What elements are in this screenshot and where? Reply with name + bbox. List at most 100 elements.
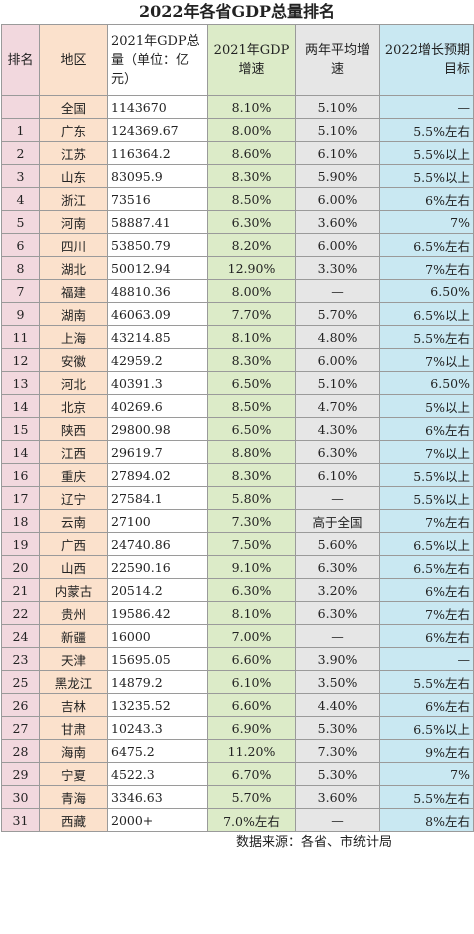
growth-cell: 7.00%	[207, 624, 296, 648]
region-cell: 安徽	[39, 348, 108, 372]
target-cell: 5.5%以上	[379, 141, 474, 165]
table-row: 6 四川 53850.79 8.20% 6.00% 6.5%左右	[1, 233, 474, 257]
growth-cell: 8.50%	[207, 187, 296, 211]
gdp-cell: 46063.09	[107, 302, 208, 326]
region-cell: 上海	[39, 325, 108, 349]
average-growth-cell: 高于全国	[295, 509, 380, 533]
growth-cell: 8.60%	[207, 141, 296, 165]
gdp-cell: 2000+	[107, 808, 208, 832]
gdp-cell: 40269.6	[107, 394, 208, 418]
target-cell: 6%左右	[379, 624, 474, 648]
target-cell: 5.5%以上	[379, 486, 474, 510]
gdp-cell: 4522.3	[107, 762, 208, 786]
rank-cell: 19	[1, 532, 40, 556]
growth-cell: 8.10%	[207, 325, 296, 349]
table-row: 20 山西 22590.16 9.10% 6.30% 6.5%左右	[1, 555, 474, 579]
gdp-cell: 73516	[107, 187, 208, 211]
gdp-cell: 83095.9	[107, 164, 208, 188]
growth-cell: 6.50%	[207, 371, 296, 395]
table-row: 23 天津 15695.05 6.60% 3.90% —	[1, 647, 474, 671]
region-cell: 黑龙江	[39, 670, 108, 694]
growth-cell: 6.50%	[207, 417, 296, 441]
rank-cell: 16	[1, 463, 40, 487]
average-growth-cell: 5.90%	[295, 164, 380, 188]
table-row: 31 西藏 2000+ 7.0%左右 —8%左右	[1, 808, 474, 832]
rank-cell: 21	[1, 578, 40, 602]
table-row: 1 广东 124369.67 8.00% 5.10% 5.5%左右	[1, 118, 474, 142]
region-cell: 湖北	[39, 256, 108, 280]
rank-cell: 24	[1, 624, 40, 648]
growth-cell: 12.90%	[207, 256, 296, 280]
gdp-cell: 13235.52	[107, 693, 208, 717]
region-cell: 北京	[39, 394, 108, 418]
growth-cell: 11.20%	[207, 739, 296, 763]
table-row: 16 重庆 27894.02 8.30% 6.10% 5.5%以上	[1, 463, 474, 487]
gdp-cell: 22590.16	[107, 555, 208, 579]
average-growth-cell: —	[295, 486, 380, 510]
rank-cell: 4	[1, 187, 40, 211]
region-cell: 重庆	[39, 463, 108, 487]
gdp-cell: 6475.2	[107, 739, 208, 763]
table-row: 18 云南 27100 7.30% 高于全国 7%左右	[1, 509, 474, 533]
growth-cell: 8.00%	[207, 118, 296, 142]
rank-cell: 2	[1, 141, 40, 165]
gdp-cell: 29800.98	[107, 417, 208, 441]
target-cell: 7%以上	[379, 440, 474, 464]
table-row: 12 安徽 42959.2 8.30% 6.00% 7%以上	[1, 348, 474, 372]
growth-cell: 8.30%	[207, 164, 296, 188]
target-cell: 6.5%以上	[379, 302, 474, 326]
target-cell: 6.5%左右	[379, 233, 474, 257]
average-growth-cell: 5.10%	[295, 118, 380, 142]
data-source-note: 数据来源：各省、市统计局	[235, 835, 392, 850]
table-row: 9 湖南 46063.09 7.70% 5.70% 6.5%以上	[1, 302, 474, 326]
gdp-cell: 124369.67	[107, 118, 208, 142]
header-two-year-average: 两年平均增速	[295, 24, 380, 96]
region-cell: 江苏	[39, 141, 108, 165]
rank-cell: 9	[1, 302, 40, 326]
gdp-cell: 42959.2	[107, 348, 208, 372]
growth-cell: 7.70%	[207, 302, 296, 326]
region-cell: 西藏	[39, 808, 108, 832]
region-cell: 辽宁	[39, 486, 108, 510]
header-growth-2021: 2021年GDP增速	[207, 24, 296, 96]
table-row: 13 河北 40391.3 6.50% 5.10% 6.50%	[1, 371, 474, 395]
average-growth-cell: 3.60%	[295, 210, 380, 234]
average-growth-cell: 5.30%	[295, 716, 380, 740]
target-cell: 6%左右	[379, 578, 474, 602]
table-row: 8 湖北 50012.94 12.90% 3.30% 7%左右	[1, 256, 474, 280]
growth-cell: 5.70%	[207, 785, 296, 809]
rank-cell: 11	[1, 325, 40, 349]
region-cell: 广东	[39, 118, 108, 142]
target-cell: 6.5%以上	[379, 532, 474, 556]
average-growth-cell: 5.10%	[295, 371, 380, 395]
gdp-cell: 27894.02	[107, 463, 208, 487]
target-cell: 6.5%以上	[379, 716, 474, 740]
target-cell: 6.50%	[379, 371, 474, 395]
growth-cell: 6.60%	[207, 647, 296, 671]
average-growth-cell: 7.30%	[295, 739, 380, 763]
growth-cell: 8.00%	[207, 279, 296, 303]
target-cell: 6.50%	[379, 279, 474, 303]
table-row: 28 海南 6475.2 11.20% 7.30% 9%左右	[1, 739, 474, 763]
gdp-cell: 16000	[107, 624, 208, 648]
gdp-cell: 29619.7	[107, 440, 208, 464]
region-cell: 河北	[39, 371, 108, 395]
growth-cell: 8.50%	[207, 394, 296, 418]
region-cell: 天津	[39, 647, 108, 671]
rank-cell: 3	[1, 164, 40, 188]
region-cell: 广西	[39, 532, 108, 556]
region-cell: 青海	[39, 785, 108, 809]
target-cell: 7%左右	[379, 256, 474, 280]
rank-cell: 26	[1, 693, 40, 717]
target-cell: 6%左右	[379, 187, 474, 211]
average-growth-cell: 3.30%	[295, 256, 380, 280]
growth-cell: 8.10%	[207, 95, 296, 119]
target-cell: 5.5%以上	[379, 463, 474, 487]
gdp-cell: 58887.41	[107, 210, 208, 234]
gdp-cell: 48810.36	[107, 279, 208, 303]
rank-cell: 13	[1, 371, 40, 395]
average-growth-cell: 6.30%	[295, 555, 380, 579]
average-growth-cell: 6.10%	[295, 463, 380, 487]
gdp-cell: 43214.85	[107, 325, 208, 349]
table-row: 27 甘肃 10243.3 6.90% 5.30% 6.5%以上	[1, 716, 474, 740]
